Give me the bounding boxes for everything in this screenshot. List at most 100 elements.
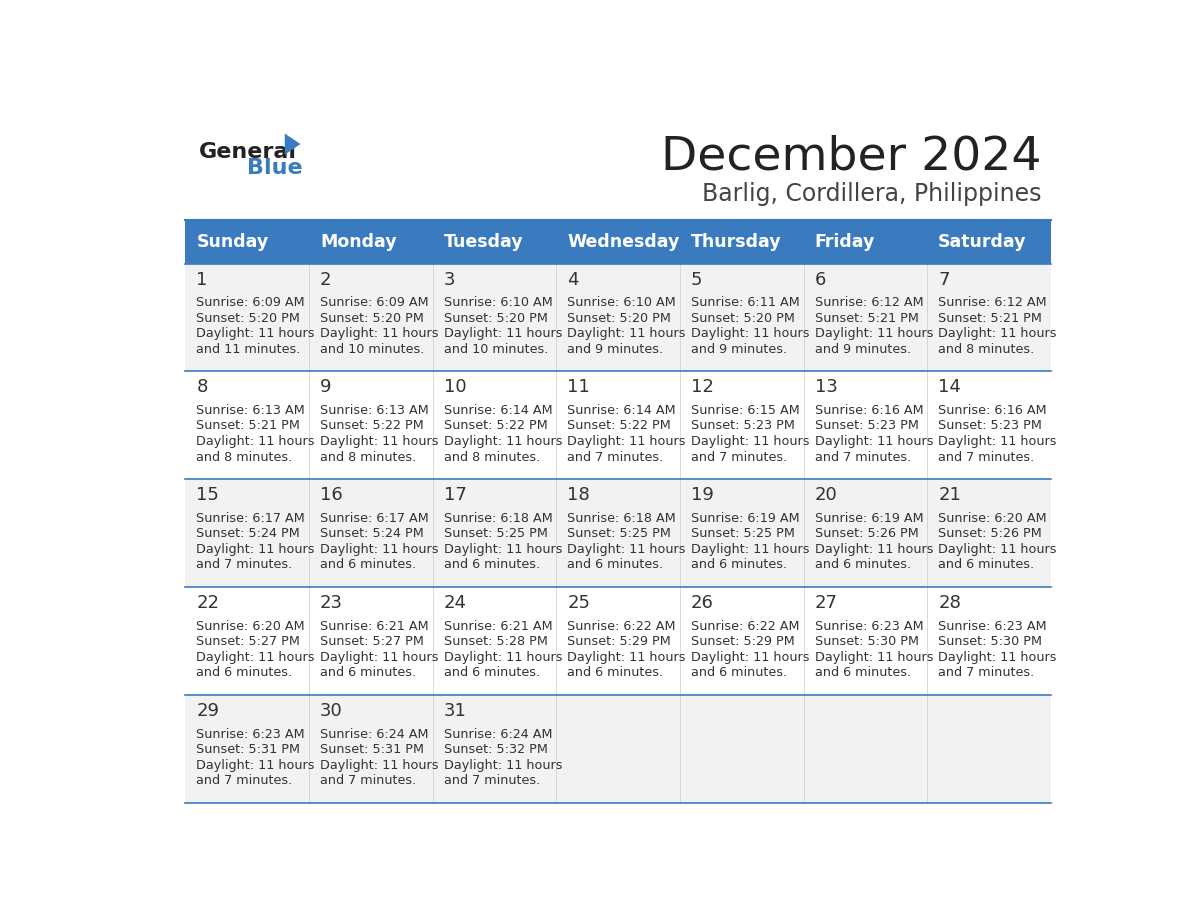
Text: Daylight: 11 hours: Daylight: 11 hours <box>443 543 562 556</box>
Text: 23: 23 <box>320 594 343 612</box>
Text: Daylight: 11 hours: Daylight: 11 hours <box>320 327 438 341</box>
Text: Sunrise: 6:16 AM: Sunrise: 6:16 AM <box>939 404 1047 417</box>
Text: Sunset: 5:27 PM: Sunset: 5:27 PM <box>320 635 424 648</box>
Text: Sunset: 5:25 PM: Sunset: 5:25 PM <box>568 527 671 541</box>
Text: Daylight: 11 hours: Daylight: 11 hours <box>939 435 1056 448</box>
Text: Monday: Monday <box>320 232 397 251</box>
Text: Daylight: 11 hours: Daylight: 11 hours <box>939 543 1056 556</box>
Text: Daylight: 11 hours: Daylight: 11 hours <box>443 758 562 772</box>
Text: Sunset: 5:22 PM: Sunset: 5:22 PM <box>568 420 671 432</box>
FancyBboxPatch shape <box>185 695 1051 803</box>
Text: 16: 16 <box>320 487 343 504</box>
Text: Sunset: 5:26 PM: Sunset: 5:26 PM <box>939 527 1042 541</box>
Text: December 2024: December 2024 <box>661 135 1042 180</box>
Text: Sunset: 5:28 PM: Sunset: 5:28 PM <box>443 635 548 648</box>
Text: Sunset: 5:22 PM: Sunset: 5:22 PM <box>443 420 548 432</box>
Text: Sunrise: 6:24 AM: Sunrise: 6:24 AM <box>443 728 552 741</box>
Text: and 8 minutes.: and 8 minutes. <box>443 451 539 464</box>
Text: and 6 minutes.: and 6 minutes. <box>815 666 911 679</box>
Text: Daylight: 11 hours: Daylight: 11 hours <box>691 543 809 556</box>
Text: 5: 5 <box>691 271 702 288</box>
Text: Sunset: 5:25 PM: Sunset: 5:25 PM <box>691 527 795 541</box>
FancyBboxPatch shape <box>185 479 1051 588</box>
Text: 11: 11 <box>568 378 590 397</box>
Text: Sunset: 5:31 PM: Sunset: 5:31 PM <box>196 743 301 756</box>
Text: General: General <box>200 142 297 162</box>
Text: and 7 minutes.: and 7 minutes. <box>815 451 911 464</box>
Text: Sunrise: 6:21 AM: Sunrise: 6:21 AM <box>320 620 429 633</box>
Text: Sunset: 5:20 PM: Sunset: 5:20 PM <box>320 311 424 325</box>
Text: Sunset: 5:24 PM: Sunset: 5:24 PM <box>196 527 301 541</box>
Text: Tuesday: Tuesday <box>443 232 523 251</box>
Text: Sunrise: 6:14 AM: Sunrise: 6:14 AM <box>568 404 676 417</box>
Text: Sunrise: 6:10 AM: Sunrise: 6:10 AM <box>443 297 552 309</box>
Text: Daylight: 11 hours: Daylight: 11 hours <box>320 543 438 556</box>
Text: 29: 29 <box>196 702 220 720</box>
Text: and 8 minutes.: and 8 minutes. <box>939 342 1035 355</box>
Text: Daylight: 11 hours: Daylight: 11 hours <box>691 327 809 341</box>
Text: and 6 minutes.: and 6 minutes. <box>443 558 539 571</box>
Text: 14: 14 <box>939 378 961 397</box>
Text: 17: 17 <box>443 487 467 504</box>
Text: Daylight: 11 hours: Daylight: 11 hours <box>443 435 562 448</box>
Text: Daylight: 11 hours: Daylight: 11 hours <box>939 327 1056 341</box>
Text: and 7 minutes.: and 7 minutes. <box>691 451 788 464</box>
Text: Daylight: 11 hours: Daylight: 11 hours <box>691 435 809 448</box>
Text: Sunrise: 6:23 AM: Sunrise: 6:23 AM <box>939 620 1047 633</box>
Text: Daylight: 11 hours: Daylight: 11 hours <box>196 651 315 664</box>
Text: and 6 minutes.: and 6 minutes. <box>691 558 786 571</box>
Text: Daylight: 11 hours: Daylight: 11 hours <box>320 758 438 772</box>
Text: and 6 minutes.: and 6 minutes. <box>568 558 663 571</box>
FancyBboxPatch shape <box>185 372 1051 479</box>
Text: and 7 minutes.: and 7 minutes. <box>939 666 1035 679</box>
Text: and 6 minutes.: and 6 minutes. <box>320 558 416 571</box>
Text: 10: 10 <box>443 378 466 397</box>
Text: 15: 15 <box>196 487 220 504</box>
Text: 4: 4 <box>568 271 579 288</box>
Text: Sunrise: 6:09 AM: Sunrise: 6:09 AM <box>196 297 305 309</box>
Text: Daylight: 11 hours: Daylight: 11 hours <box>320 435 438 448</box>
Text: Sunset: 5:21 PM: Sunset: 5:21 PM <box>939 311 1042 325</box>
Text: Sunrise: 6:18 AM: Sunrise: 6:18 AM <box>443 512 552 525</box>
Text: 22: 22 <box>196 594 220 612</box>
Text: Sunrise: 6:13 AM: Sunrise: 6:13 AM <box>320 404 429 417</box>
Text: Sunrise: 6:19 AM: Sunrise: 6:19 AM <box>815 512 923 525</box>
Text: 19: 19 <box>691 487 714 504</box>
Text: Sunday: Sunday <box>196 232 268 251</box>
Text: Daylight: 11 hours: Daylight: 11 hours <box>443 327 562 341</box>
Text: and 11 minutes.: and 11 minutes. <box>196 342 301 355</box>
Text: Daylight: 11 hours: Daylight: 11 hours <box>568 651 685 664</box>
Text: Sunrise: 6:18 AM: Sunrise: 6:18 AM <box>568 512 676 525</box>
Text: Sunrise: 6:20 AM: Sunrise: 6:20 AM <box>196 620 305 633</box>
Text: Sunset: 5:20 PM: Sunset: 5:20 PM <box>196 311 301 325</box>
Text: 7: 7 <box>939 271 949 288</box>
Text: and 6 minutes.: and 6 minutes. <box>320 666 416 679</box>
FancyBboxPatch shape <box>185 263 1051 372</box>
Text: and 7 minutes.: and 7 minutes. <box>939 451 1035 464</box>
Text: and 6 minutes.: and 6 minutes. <box>815 558 911 571</box>
Text: Sunset: 5:22 PM: Sunset: 5:22 PM <box>320 420 424 432</box>
Text: and 8 minutes.: and 8 minutes. <box>196 451 292 464</box>
Text: Sunrise: 6:10 AM: Sunrise: 6:10 AM <box>568 297 676 309</box>
Text: Sunrise: 6:23 AM: Sunrise: 6:23 AM <box>196 728 305 741</box>
Text: Sunrise: 6:12 AM: Sunrise: 6:12 AM <box>939 297 1047 309</box>
Text: Saturday: Saturday <box>939 232 1026 251</box>
Text: Daylight: 11 hours: Daylight: 11 hours <box>196 758 315 772</box>
Text: Sunset: 5:30 PM: Sunset: 5:30 PM <box>815 635 918 648</box>
Text: 25: 25 <box>568 594 590 612</box>
Text: 26: 26 <box>691 594 714 612</box>
Text: and 10 minutes.: and 10 minutes. <box>443 342 548 355</box>
Text: and 6 minutes.: and 6 minutes. <box>568 666 663 679</box>
Text: and 6 minutes.: and 6 minutes. <box>443 666 539 679</box>
Text: 3: 3 <box>443 271 455 288</box>
Text: and 7 minutes.: and 7 minutes. <box>443 774 539 787</box>
Text: Daylight: 11 hours: Daylight: 11 hours <box>196 543 315 556</box>
Text: Daylight: 11 hours: Daylight: 11 hours <box>815 435 933 448</box>
Text: and 10 minutes.: and 10 minutes. <box>320 342 424 355</box>
Text: and 7 minutes.: and 7 minutes. <box>196 774 292 787</box>
Text: Sunset: 5:32 PM: Sunset: 5:32 PM <box>443 743 548 756</box>
Text: and 6 minutes.: and 6 minutes. <box>691 666 786 679</box>
Text: Friday: Friday <box>815 232 874 251</box>
Text: Sunset: 5:24 PM: Sunset: 5:24 PM <box>320 527 424 541</box>
Text: 21: 21 <box>939 487 961 504</box>
